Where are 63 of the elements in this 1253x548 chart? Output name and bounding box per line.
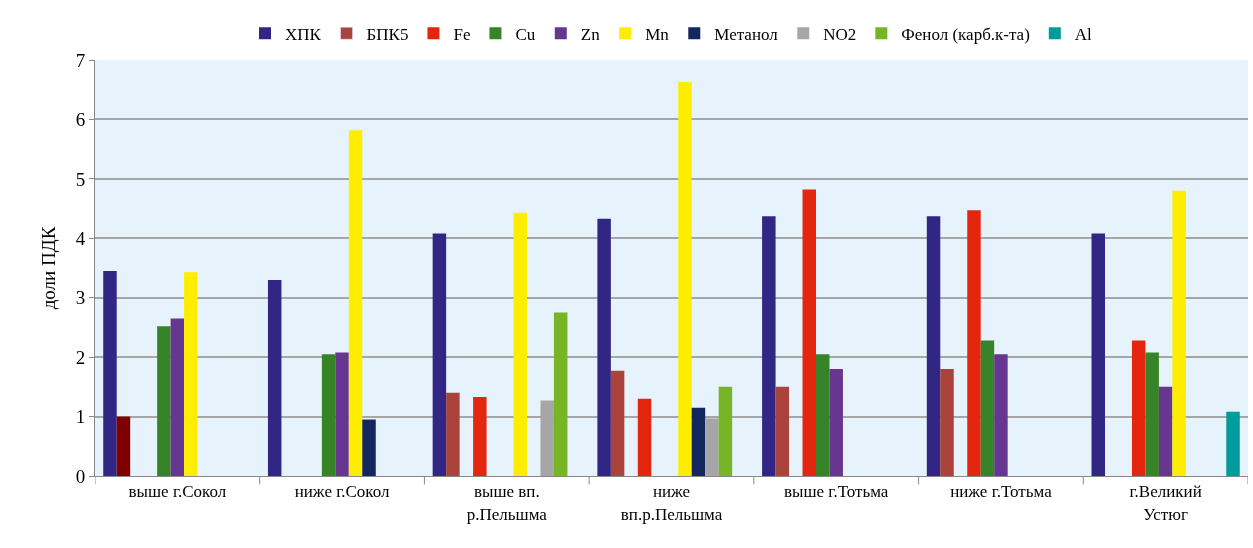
bar — [321, 354, 336, 476]
bar — [184, 272, 198, 476]
x-tick-label: выше г.Тотьма — [784, 482, 889, 502]
bar — [926, 216, 941, 476]
bar — [940, 369, 954, 476]
y-tick-label: 0 — [75, 465, 86, 487]
x-tick-label: выше г.Сокол — [128, 482, 227, 502]
legend-label: Mn — [645, 24, 670, 44]
x-tick-label: выше вп. р.Пельшма — [466, 482, 548, 524]
legend-label: Fe — [453, 24, 471, 44]
bar — [1145, 352, 1159, 476]
bar — [267, 279, 282, 476]
bar — [157, 326, 171, 476]
bar — [802, 189, 816, 476]
y-tick-label: 3 — [75, 287, 86, 309]
legend-label: ХПК — [285, 24, 322, 44]
legend-label: Cu — [515, 24, 536, 44]
bar — [432, 233, 447, 476]
bar — [473, 396, 487, 476]
bar — [829, 369, 843, 476]
bar — [678, 81, 692, 476]
bar — [103, 270, 117, 476]
x-tick-label: г.Великий Устюг — [1129, 482, 1202, 524]
legend-label: Al — [1074, 24, 1093, 44]
bar — [1131, 340, 1146, 476]
bar — [691, 407, 706, 476]
bar — [170, 318, 185, 476]
y-tick-label: 1 — [75, 406, 86, 428]
bar — [637, 398, 652, 476]
bar — [446, 392, 460, 476]
y-tick-label: 6 — [75, 109, 86, 131]
bar — [762, 216, 776, 476]
bar — [610, 370, 625, 476]
y-tick-label: 5 — [75, 168, 86, 190]
legend-label: БПК5 — [366, 24, 409, 44]
bar — [816, 354, 830, 476]
bar — [1158, 386, 1173, 476]
x-tick-label: ниже г.Тотьма — [950, 482, 1053, 502]
bar — [1226, 411, 1240, 476]
bar — [994, 354, 1008, 476]
bar — [967, 210, 981, 476]
y-tick-label: 4 — [75, 227, 86, 249]
x-tick-label: ниже г.Сокол — [294, 482, 390, 502]
bar — [116, 416, 131, 476]
legend-label: NO2 — [823, 24, 857, 44]
bar — [553, 312, 568, 476]
bar — [362, 419, 376, 476]
y-tick-label: 7 — [75, 49, 86, 71]
y-tick-label: 2 — [75, 346, 86, 368]
bar — [1172, 190, 1186, 476]
legend-label: Zn — [580, 24, 601, 44]
legend-label: Фенол (карб.к-та) — [901, 24, 1030, 44]
x-tick-label: ниже вп.р.Пельшма — [620, 482, 723, 524]
y-axis-title: доли ПДК — [37, 226, 59, 310]
bar — [597, 218, 611, 476]
bar — [718, 386, 733, 476]
bar — [335, 352, 349, 476]
bar — [775, 386, 790, 476]
bar — [513, 212, 527, 476]
bar — [348, 130, 363, 476]
bar — [980, 340, 995, 476]
legend-label: Метанол — [714, 24, 779, 44]
bar — [1091, 233, 1105, 476]
